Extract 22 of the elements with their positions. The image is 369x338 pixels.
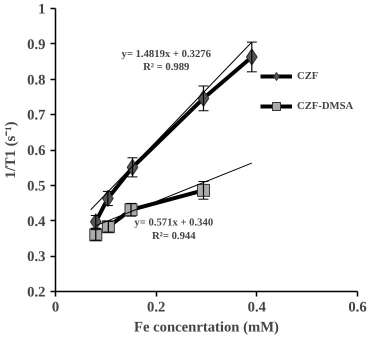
annotation: y= 1.4819x + 0.3276 [122, 48, 212, 60]
x-tick-label: 0.4 [248, 300, 267, 316]
y-tick-label: 0.9 [27, 36, 46, 53]
y-tick-label: 0.7 [27, 108, 46, 124]
y-axis-title: 1/T1 (s⁻¹) [3, 121, 20, 179]
y-tick-label: 0.8 [27, 72, 46, 88]
point [196, 184, 210, 197]
annotation: R²= 0.944 [152, 230, 196, 242]
y-tick-label: 0.2 [27, 284, 46, 300]
annotation: R² = 0.989 [143, 62, 190, 74]
legend-label: CZF [297, 70, 318, 82]
x-axis-title: Fe concenrtation (mM) [134, 320, 280, 336]
y-tick-label: 0.6 [27, 143, 46, 159]
legend-label: CZF-DMSA [297, 100, 354, 112]
y-tick-label: 0.3 [27, 249, 46, 266]
annotation: y= 0.571x + 0.340 [134, 218, 214, 229]
x-tick-label: 0.2 [147, 300, 166, 316]
y-tick-label: 0.5 [27, 178, 46, 194]
y-tick-label: 1 [38, 2, 46, 18]
x-tick-label: 0 [52, 300, 60, 316]
x-tick-label: 0.6 [348, 300, 367, 316]
y-tick-label: 0.4 [27, 214, 46, 230]
